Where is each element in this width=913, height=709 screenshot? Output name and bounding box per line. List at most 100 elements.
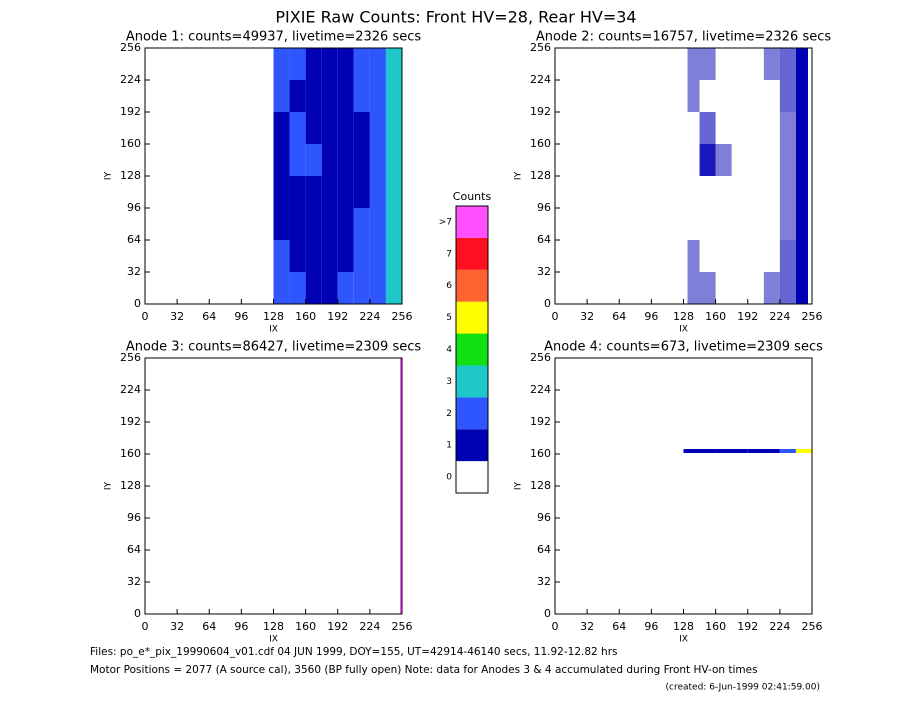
- heat-cell: [321, 48, 338, 80]
- heat-cell: [795, 48, 808, 80]
- y-tick-label: 0: [544, 297, 551, 310]
- heat-cell: [699, 80, 716, 112]
- x-tick-label: 96: [644, 620, 658, 633]
- heat-cell: [715, 48, 732, 80]
- heat-cell: [385, 208, 402, 240]
- heat-cell: [687, 208, 700, 240]
- heat-cell: [795, 208, 808, 240]
- heat-cell: [289, 208, 306, 240]
- x-axis-label: IX: [269, 325, 278, 335]
- heat-cell: [369, 240, 386, 272]
- heat-cell: [273, 272, 290, 304]
- y-tick-label: 128: [120, 169, 141, 182]
- heat-cell: [715, 449, 748, 453]
- footer-created: (created: 6-Jun-1999 02:41:59.00): [666, 683, 820, 693]
- heat-cell: [763, 80, 780, 112]
- y-tick-label: 96: [127, 511, 141, 524]
- y-tick-label: 96: [537, 511, 551, 524]
- heat-cell: [779, 80, 796, 112]
- heat-cell: [305, 208, 322, 240]
- y-tick-label: 160: [120, 447, 141, 460]
- heat-cell: [289, 272, 306, 304]
- x-axis-label: IX: [679, 325, 688, 335]
- colorbar-label: 1: [446, 441, 452, 451]
- heat-cell: [321, 80, 338, 112]
- x-tick-label: 192: [737, 620, 758, 633]
- heat-cell: [683, 449, 716, 453]
- x-tick-label: 192: [737, 310, 758, 323]
- x-tick-label: 224: [769, 620, 790, 633]
- heat-cell: [795, 240, 808, 272]
- colorbar-swatch: [456, 397, 488, 430]
- x-tick-label: 64: [202, 310, 216, 323]
- heat-cell: [289, 176, 306, 208]
- heat-cell: [731, 240, 748, 272]
- colorbar-label: 4: [446, 345, 452, 355]
- heat-cell: [763, 240, 780, 272]
- y-tick-label: 128: [530, 169, 551, 182]
- heat-cell: [731, 112, 748, 144]
- heat-cell: [715, 144, 732, 176]
- x-tick-label: 32: [170, 310, 184, 323]
- heat-cell: [779, 144, 796, 176]
- heat-cell: [687, 176, 700, 208]
- heat-cell: [305, 240, 322, 272]
- heat-cell: [687, 48, 700, 80]
- heat-cell: [289, 112, 306, 144]
- y-tick-label: 192: [530, 415, 551, 428]
- heat-cell: [337, 112, 354, 144]
- heat-cell: [337, 208, 354, 240]
- heat-cell: [731, 176, 748, 208]
- colorbar-label: 5: [446, 313, 452, 323]
- x-tick-label: 256: [392, 620, 413, 633]
- x-tick-label: 96: [234, 310, 248, 323]
- x-tick-label: 0: [552, 310, 559, 323]
- heat-cell: [353, 240, 370, 272]
- heat-cell: [699, 144, 716, 176]
- heat-cell: [795, 144, 808, 176]
- x-tick-label: 64: [202, 620, 216, 633]
- heat-cell: [699, 272, 716, 304]
- y-tick-label: 64: [537, 543, 551, 556]
- heat-cell: [305, 80, 322, 112]
- heat-cell: [779, 48, 796, 80]
- heat-cell: [715, 208, 732, 240]
- heat-cell: [747, 272, 764, 304]
- heat-cell: [795, 272, 808, 304]
- x-tick-label: 64: [612, 310, 626, 323]
- heat-cell: [731, 144, 748, 176]
- heat-cell: [399, 358, 402, 614]
- x-tick-label: 224: [769, 310, 790, 323]
- y-tick-label: 128: [530, 479, 551, 492]
- y-tick-label: 256: [120, 351, 141, 364]
- heat-cell: [385, 272, 402, 304]
- colorbar-frame: [455, 205, 489, 494]
- heat-cell: [715, 240, 732, 272]
- heat-cell: [687, 112, 700, 144]
- heat-cell: [763, 112, 780, 144]
- heat-cell: [779, 176, 796, 208]
- heat-cell: [273, 144, 290, 176]
- heat-cell: [305, 144, 322, 176]
- y-tick-label: 192: [120, 105, 141, 118]
- heat-cell: [369, 176, 386, 208]
- heat-cell: [305, 176, 322, 208]
- heat-cell: [779, 272, 796, 304]
- x-tick-label: 128: [263, 620, 284, 633]
- y-axis-label: IY: [514, 171, 524, 180]
- heat-cell: [699, 176, 716, 208]
- y-tick-label: 256: [530, 41, 551, 54]
- colorbar-label: 7: [446, 249, 452, 259]
- heat-cell: [321, 144, 338, 176]
- x-tick-label: 0: [142, 310, 149, 323]
- x-tick-label: 160: [705, 310, 726, 323]
- heat-cell: [385, 144, 402, 176]
- heat-cell: [273, 176, 290, 208]
- x-tick-label: 256: [802, 620, 823, 633]
- heat-cell: [305, 272, 322, 304]
- y-tick-label: 160: [530, 447, 551, 460]
- heat-cell: [763, 48, 780, 80]
- colorbar-label: 2: [446, 409, 452, 419]
- y-tick-label: 0: [134, 607, 141, 620]
- heat-cell: [385, 112, 402, 144]
